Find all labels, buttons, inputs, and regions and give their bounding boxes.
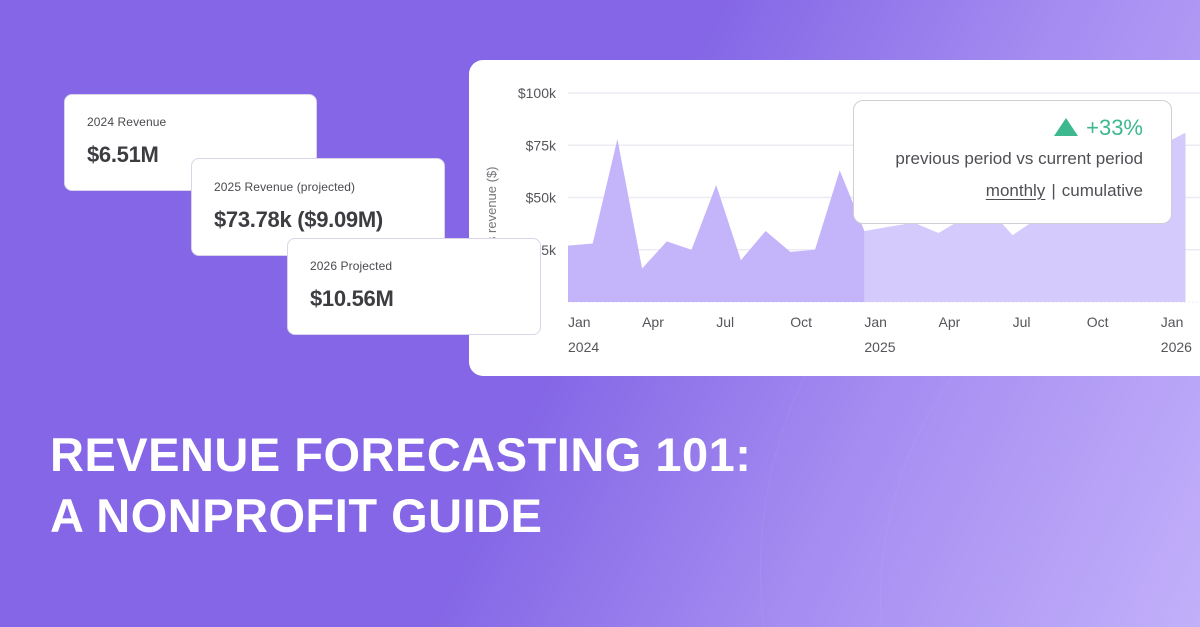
period-toggle: monthly | cumulative: [854, 181, 1143, 201]
kpi-label: 2024 Revenue: [87, 115, 167, 129]
x-tick-month: Oct: [790, 314, 812, 330]
x-tick-month: Jul: [716, 314, 734, 330]
kpi-label: 2025 Revenue (projected): [214, 180, 356, 194]
triangle-up-icon: [1054, 118, 1079, 136]
headline: REVENUE FORECASTING 101: A NONPROFIT GUI…: [50, 424, 751, 546]
x-tick-month: Apr: [939, 314, 961, 330]
x-tick-month: Apr: [642, 314, 664, 330]
y-tick-label: $50k: [526, 190, 557, 206]
x-tick-month: Jan: [1161, 314, 1184, 330]
comparison-tooltip: +33% previous period vs current period m…: [853, 100, 1172, 224]
kpi-card-2025-revenue-projected: 2025 Revenue (projected) $73.78k ($9.09M…: [191, 158, 445, 256]
toggle-separator: |: [1051, 181, 1056, 200]
x-tick-month: Jan: [568, 314, 591, 330]
kpi-card-2026-projected: 2026 Projected $10.56M: [287, 238, 541, 335]
x-tick-month: Jan: [864, 314, 887, 330]
headline-line-2: A NONPROFIT GUIDE: [50, 489, 543, 542]
x-tick-month: Oct: [1087, 314, 1109, 330]
headline-line-1: REVENUE FORECASTING 101:: [50, 428, 752, 481]
delta-indicator: +33%: [854, 115, 1143, 141]
kpi-label: 2026 Projected: [310, 259, 393, 273]
actual-revenue-area: [568, 138, 865, 302]
projected-revenue-area: [864, 132, 1186, 302]
toggle-cumulative[interactable]: cumulative: [1061, 181, 1143, 200]
y-tick-label: $75k: [526, 137, 557, 153]
x-tick-month: Jul: [1013, 314, 1031, 330]
kpi-value: $10.56M: [310, 286, 394, 311]
comparison-description: previous period vs current period: [895, 149, 1143, 168]
x-tick-year: 2025: [864, 339, 895, 355]
delta-value: +33%: [1086, 115, 1143, 140]
kpi-value: $73.78k ($9.09M): [214, 207, 383, 232]
toggle-monthly[interactable]: monthly: [985, 181, 1046, 200]
x-tick-year: 2024: [568, 339, 599, 355]
kpi-value: $6.51M: [87, 142, 159, 167]
x-tick-year: 2026: [1161, 339, 1192, 355]
y-tick-label: $100k: [518, 85, 557, 101]
